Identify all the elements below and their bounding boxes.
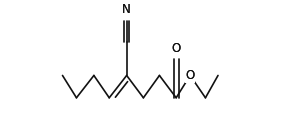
Text: O: O bbox=[185, 69, 195, 82]
Text: N: N bbox=[122, 2, 131, 15]
Text: O: O bbox=[185, 69, 195, 82]
Text: N: N bbox=[122, 2, 131, 15]
Text: O: O bbox=[172, 42, 181, 55]
Text: O: O bbox=[172, 42, 181, 55]
